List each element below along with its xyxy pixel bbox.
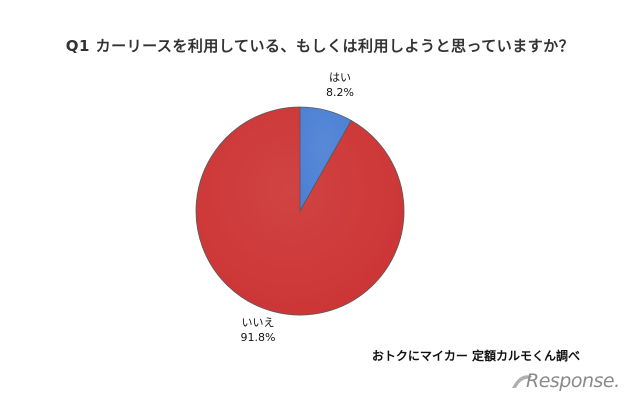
- pie-slice-no: [195, 106, 405, 316]
- response-logo: Response.: [510, 370, 630, 392]
- chart-title: Q1 カーリースを利用している、もしくは利用しようと思っていますか？: [65, 37, 575, 55]
- slice-label-no-name: いいえ: [241, 316, 275, 329]
- slice-label-yes-name: はい: [329, 71, 351, 84]
- slice-label-no-value: 91.8%: [240, 331, 276, 344]
- source-note: おトクにマイカー 定額カルモくん調べ: [371, 349, 580, 363]
- logo-swoosh-icon: [512, 375, 532, 388]
- slice-label-yes: はい 8.2%: [320, 70, 360, 100]
- slice-label-no: いいえ 91.8%: [228, 315, 288, 345]
- slice-label-yes-value: 8.2%: [326, 86, 354, 99]
- logo-text: Response.: [526, 370, 620, 392]
